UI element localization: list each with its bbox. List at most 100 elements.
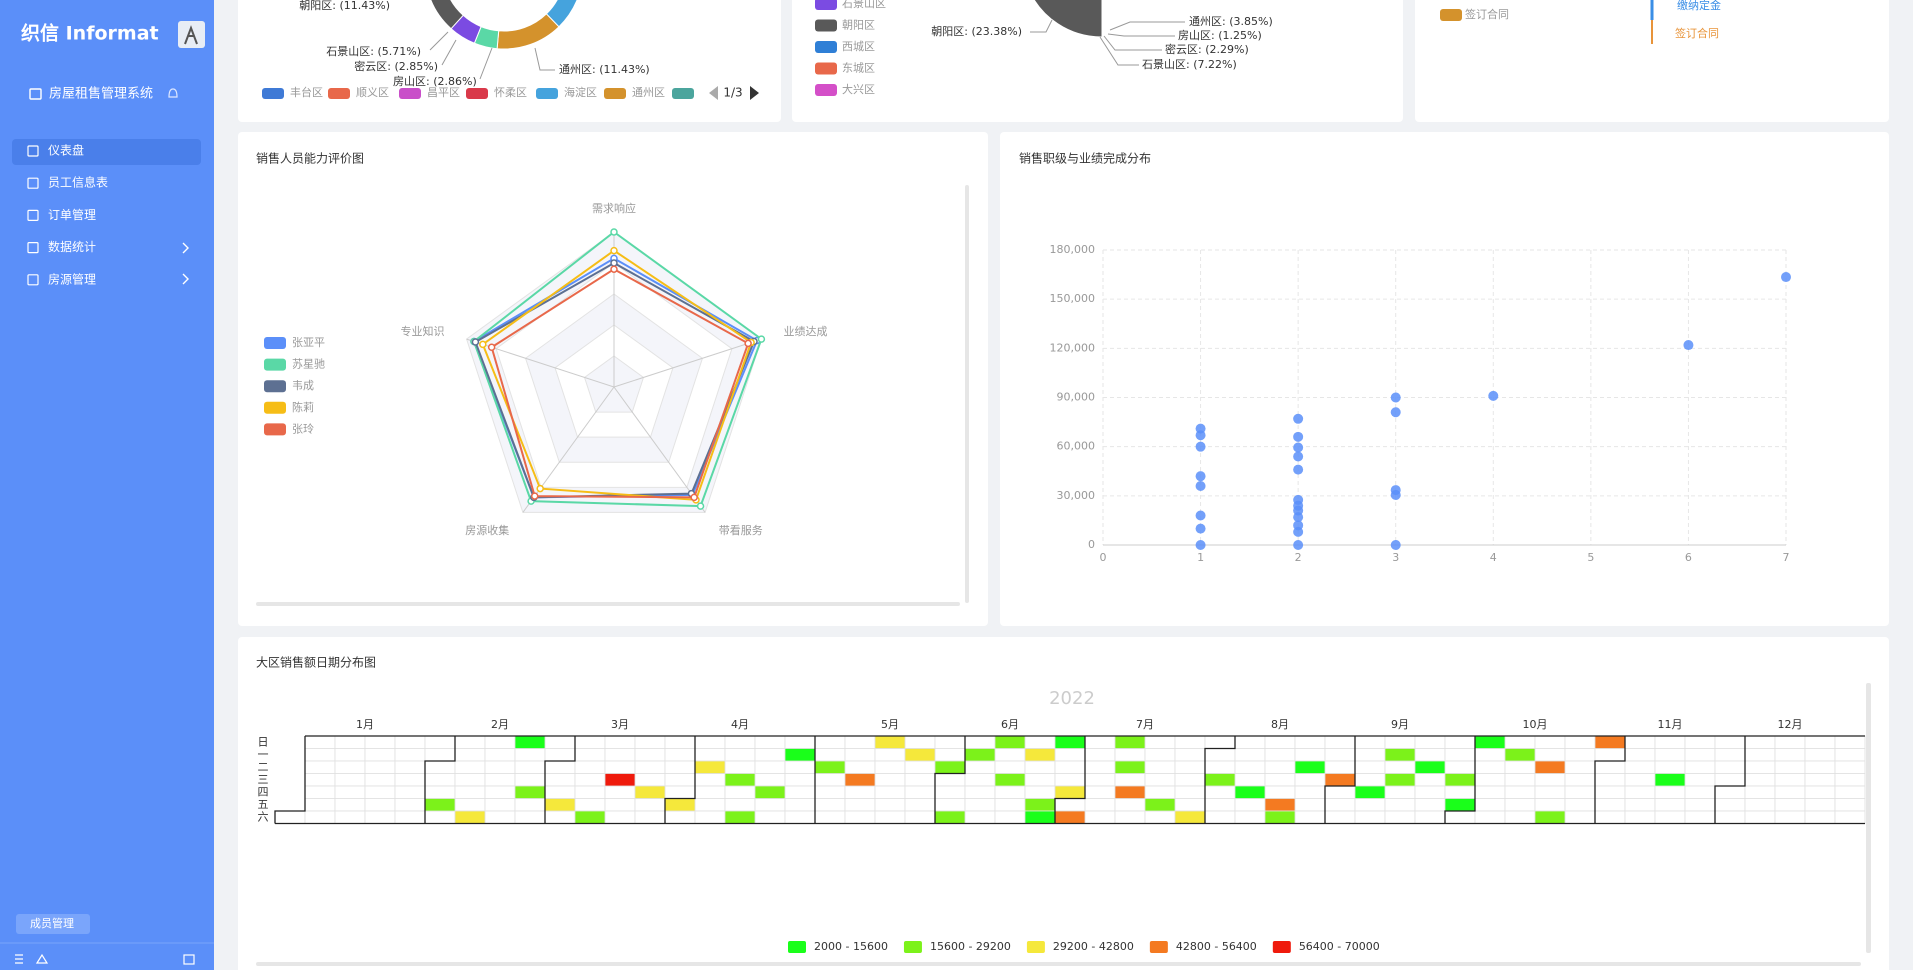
legend-swatch[interactable] [903,941,922,953]
scrollbar[interactable] [256,602,960,606]
legend-swatch[interactable] [328,88,350,99]
legend-label[interactable]: 大兴区 [842,82,875,96]
month-border [1444,736,1476,824]
menu-chevron[interactable] [182,273,189,285]
calendar-cell [964,773,996,787]
calendar-cell [754,773,786,787]
legend-label[interactable]: 56400 - 70000 [1299,940,1380,953]
calendar-cell [454,773,486,787]
radar-axis [613,338,762,388]
radar-point [530,492,539,500]
legend-label[interactable]: 29200 - 42800 [1053,940,1134,953]
legend-swatch[interactable] [815,0,837,10]
legend-label[interactable]: 张玲 [292,422,314,435]
legend-label[interactable]: 15600 - 29200 [930,940,1011,953]
calendar-cell [874,785,906,799]
funnel-label: 缴纳定金 [1677,0,1721,12]
legend-label[interactable]: 海淀区 [564,85,597,99]
chart-title: 销售人员能力评价图 [256,151,364,166]
menu-item[interactable]: 员工信息表 [48,175,108,190]
calendar-cell [904,773,936,787]
menu-chevron[interactable] [182,242,189,254]
pager-next[interactable] [750,86,759,100]
calendar-cell [1534,735,1566,749]
calendar-cell [1414,810,1446,824]
legend-label[interactable]: 2000 - 15600 [814,940,888,953]
legend-label[interactable]: 怀柔区 [494,86,527,99]
avatar[interactable] [178,21,205,48]
calendar-cell [1744,810,1776,824]
calendar-cell [754,798,786,812]
radar-point [487,343,496,351]
month-label: 9月 [1391,718,1409,731]
legend-label[interactable]: 昌平区 [427,86,460,99]
calendar-cell [754,810,786,824]
weekday-label: 五 [258,798,269,811]
home-icon[interactable] [35,953,49,964]
scrollbar[interactable] [256,962,1861,966]
menu-item[interactable]: 订单管理 [48,207,96,222]
legend-label[interactable]: 通州区 [632,86,665,99]
legend-swatch[interactable] [672,88,694,99]
layout-icon[interactable] [183,954,195,965]
scrollbar[interactable] [965,185,969,603]
legend-swatch[interactable] [264,358,286,371]
legend-swatch[interactable] [264,401,286,414]
y-tick-label: 150,000 [1050,292,1096,305]
legend-swatch[interactable] [1149,941,1168,953]
legend-swatch[interactable] [815,41,837,53]
calendar-cell [1564,735,1596,749]
legend-label[interactable]: 顺义区 [356,86,389,99]
legend-label[interactable]: 签订合同 [1465,7,1509,21]
legend-swatch[interactable] [264,423,286,436]
x-tick-label: 7 [1783,551,1790,564]
legend-label[interactable]: 韦成 [292,379,314,392]
legend-label[interactable]: 朝阳区 [842,19,875,32]
legend-label[interactable]: 42800 - 56400 [1176,940,1257,953]
legend-swatch[interactable] [536,88,558,99]
calendar-cell [1744,798,1776,812]
legend-swatch[interactable] [604,88,626,99]
scrollbar[interactable] [1866,683,1871,953]
bell-icon[interactable] [168,88,178,98]
legend-swatch[interactable] [264,380,286,393]
x-tick-label: 4 [1490,551,1497,564]
legend-label[interactable]: 陈莉 [292,400,314,414]
month-border [1594,736,1626,824]
legend-swatch[interactable] [815,19,837,32]
radar-indicator: 需求响应 [592,201,636,215]
legend-label[interactable]: 东城区 [842,62,875,75]
legend-swatch[interactable] [262,88,284,99]
calendar-cell [934,785,966,799]
calendar-cell [1324,760,1356,774]
legend-swatch[interactable] [399,88,421,99]
legend-swatch[interactable] [264,337,286,349]
legend-label[interactable]: 丰台区 [290,85,323,99]
legend-label[interactable]: 石景山区 [842,0,886,10]
calendar-cell [934,773,966,787]
menu-item[interactable]: 数据统计 [48,239,96,254]
legend-swatch[interactable] [1440,9,1462,21]
collapse-icon[interactable] [15,954,23,964]
member-button[interactable] [16,914,90,934]
legend-swatch[interactable] [1026,941,1045,953]
legend-swatch[interactable] [815,84,837,96]
legend-swatch[interactable] [466,88,488,99]
menu-item[interactable]: 房源管理 [48,271,96,286]
legend-label[interactable]: 西城区 [842,40,875,53]
calendar-cell [844,785,876,799]
legend-label[interactable]: 张亚平 [292,336,325,349]
calendar-cell [1594,798,1626,812]
legend-swatch[interactable] [1272,941,1291,953]
menu-item[interactable]: 仪表盘 [48,143,84,158]
calendar-cell [514,773,546,787]
calendar-cell [664,785,696,799]
pager-prev[interactable] [709,86,718,100]
calendar-cell [904,785,936,799]
legend-label[interactable]: 苏星驰 [292,357,325,371]
legend-swatch[interactable] [815,62,837,75]
calendar-cell [1354,773,1386,787]
legend-swatch[interactable] [788,941,806,953]
calendar-cell [1594,760,1626,774]
